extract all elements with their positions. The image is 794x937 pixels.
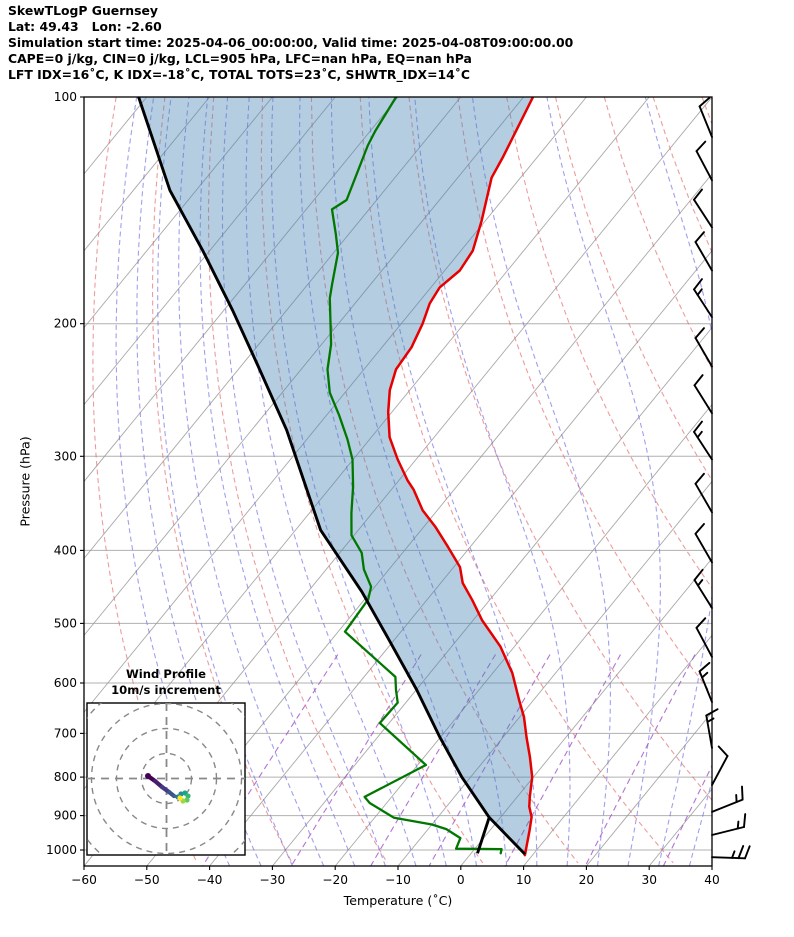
svg-text:−40: −40	[197, 873, 223, 887]
svg-text:400: 400	[54, 543, 77, 557]
stability-line: CAPE=0 j/kg, CIN=0 j/kg, LCL=905 hPa, LF…	[8, 51, 472, 66]
svg-text:30: 30	[641, 873, 657, 887]
svg-text:−30: −30	[260, 873, 286, 887]
svg-text:−60: −60	[71, 873, 97, 887]
svg-text:200: 200	[54, 317, 77, 331]
figure-title: SkewTLogP Guernsey	[8, 3, 158, 18]
x-axis-label: Temperature (˚C)	[343, 893, 453, 908]
svg-text:700: 700	[54, 726, 77, 740]
indices-line: LFT IDX=16˚C, K IDX=-18˚C, TOTAL TOTS=23…	[8, 67, 471, 82]
svg-text:800: 800	[54, 770, 77, 784]
svg-text:100: 100	[54, 90, 77, 104]
svg-text:10: 10	[516, 873, 532, 887]
time-line: Simulation start time: 2025-04-06_00:00:…	[8, 35, 574, 50]
figure-header: SkewTLogP Guernsey Lat: 49.43 Lon: -2.60…	[8, 3, 573, 83]
svg-text:20: 20	[579, 873, 595, 887]
svg-text:−20: −20	[322, 873, 348, 887]
hodograph-title: Wind Profile 10m/s increment	[87, 666, 245, 698]
svg-text:900: 900	[54, 809, 77, 823]
svg-text:−10: −10	[385, 873, 411, 887]
hodograph-title-line: Wind Profile	[126, 667, 206, 681]
svg-text:−50: −50	[134, 873, 160, 887]
svg-text:500: 500	[54, 616, 77, 630]
y-axis-label: Pressure (hPa)	[17, 436, 33, 527]
location-line: Lat: 49.43 Lon: -2.60	[8, 19, 162, 34]
svg-text:40: 40	[704, 873, 720, 887]
hodograph-subtitle-line: 10m/s increment	[111, 683, 221, 697]
svg-text:600: 600	[54, 676, 77, 690]
svg-text:1000: 1000	[46, 843, 77, 857]
svg-text:0: 0	[457, 873, 465, 887]
svg-text:300: 300	[54, 449, 77, 463]
